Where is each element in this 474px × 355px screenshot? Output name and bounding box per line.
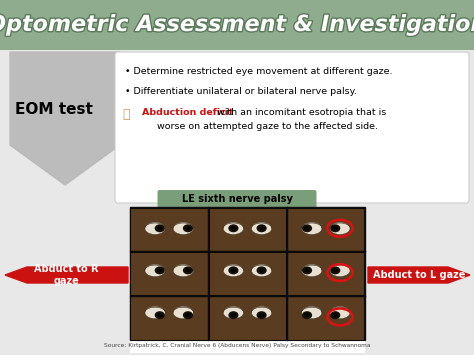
Ellipse shape: [259, 313, 264, 317]
Ellipse shape: [145, 306, 165, 319]
Ellipse shape: [330, 264, 350, 277]
Ellipse shape: [330, 311, 340, 319]
Ellipse shape: [301, 306, 322, 319]
Ellipse shape: [173, 306, 193, 319]
Ellipse shape: [259, 268, 264, 272]
Ellipse shape: [155, 266, 165, 274]
Ellipse shape: [256, 224, 267, 232]
Ellipse shape: [302, 266, 312, 274]
Text: Abduct to R
gaze: Abduct to R gaze: [34, 264, 99, 286]
Ellipse shape: [251, 222, 272, 235]
Ellipse shape: [185, 226, 191, 230]
Ellipse shape: [157, 268, 163, 272]
Bar: [0, 50, 474, 355]
Bar: [130, 208, 208, 251]
Ellipse shape: [332, 268, 338, 272]
Text: • Differentiate unilateral or bilateral nerve palsy.: • Differentiate unilateral or bilateral …: [125, 87, 357, 96]
Ellipse shape: [145, 264, 165, 277]
Text: Abduct to L gaze: Abduct to L gaze: [373, 270, 465, 280]
Ellipse shape: [185, 268, 191, 272]
Ellipse shape: [332, 313, 338, 317]
Ellipse shape: [157, 313, 163, 317]
Ellipse shape: [259, 226, 264, 230]
Ellipse shape: [330, 222, 350, 235]
Bar: [130, 252, 208, 295]
Ellipse shape: [330, 306, 350, 319]
Ellipse shape: [251, 306, 272, 319]
Ellipse shape: [183, 224, 193, 232]
Ellipse shape: [173, 264, 193, 277]
Ellipse shape: [251, 264, 272, 277]
Text: LE sixth nerve palsy: LE sixth nerve palsy: [182, 195, 292, 204]
Ellipse shape: [223, 264, 244, 277]
Ellipse shape: [304, 226, 310, 230]
Ellipse shape: [256, 266, 267, 274]
Ellipse shape: [332, 226, 338, 230]
Text: EOM test: EOM test: [15, 103, 93, 118]
Ellipse shape: [228, 311, 238, 319]
Ellipse shape: [185, 313, 191, 317]
Polygon shape: [10, 52, 120, 185]
Ellipse shape: [330, 224, 340, 232]
Ellipse shape: [301, 264, 322, 277]
Text: with an incomitant esotropia that is: with an incomitant esotropia that is: [214, 108, 386, 117]
Ellipse shape: [304, 268, 310, 272]
Text: 👉: 👉: [122, 108, 129, 121]
Ellipse shape: [256, 311, 267, 319]
Ellipse shape: [231, 226, 236, 230]
Ellipse shape: [228, 224, 238, 232]
FancyBboxPatch shape: [157, 190, 317, 209]
Polygon shape: [5, 267, 128, 283]
Bar: [287, 208, 365, 251]
Bar: [130, 296, 208, 339]
Text: worse on attempted gaze to the affected side.: worse on attempted gaze to the affected …: [142, 122, 378, 131]
FancyBboxPatch shape: [115, 52, 469, 203]
Ellipse shape: [145, 222, 165, 235]
Bar: [130, 339, 365, 353]
Bar: [130, 207, 365, 340]
Ellipse shape: [223, 222, 244, 235]
Text: Optometric Assessment & Investigation: Optometric Assessment & Investigation: [0, 15, 474, 35]
Ellipse shape: [155, 311, 165, 319]
Text: Source: Kirtpatrick, C. Cranial Nerve 6 (Abducens Nerve) Palsy Secondary to Schw: Source: Kirtpatrick, C. Cranial Nerve 6 …: [104, 344, 370, 349]
Ellipse shape: [223, 306, 244, 319]
Ellipse shape: [302, 224, 312, 232]
Bar: [209, 252, 286, 295]
Ellipse shape: [231, 313, 236, 317]
Bar: [209, 208, 286, 251]
Ellipse shape: [304, 313, 310, 317]
Ellipse shape: [330, 266, 340, 274]
Bar: [287, 252, 365, 295]
Ellipse shape: [183, 311, 193, 319]
Ellipse shape: [301, 222, 322, 235]
Ellipse shape: [155, 224, 165, 232]
Text: Abduction deficit: Abduction deficit: [142, 108, 234, 117]
Ellipse shape: [173, 222, 193, 235]
Bar: [287, 296, 365, 339]
Ellipse shape: [231, 268, 236, 272]
Ellipse shape: [228, 266, 238, 274]
Bar: [0, 0, 474, 50]
Ellipse shape: [302, 311, 312, 319]
Ellipse shape: [157, 226, 163, 230]
Polygon shape: [368, 267, 470, 283]
Ellipse shape: [183, 266, 193, 274]
Bar: [209, 296, 286, 339]
Text: • Determine restricted eye movement at different gaze.: • Determine restricted eye movement at d…: [125, 67, 392, 76]
